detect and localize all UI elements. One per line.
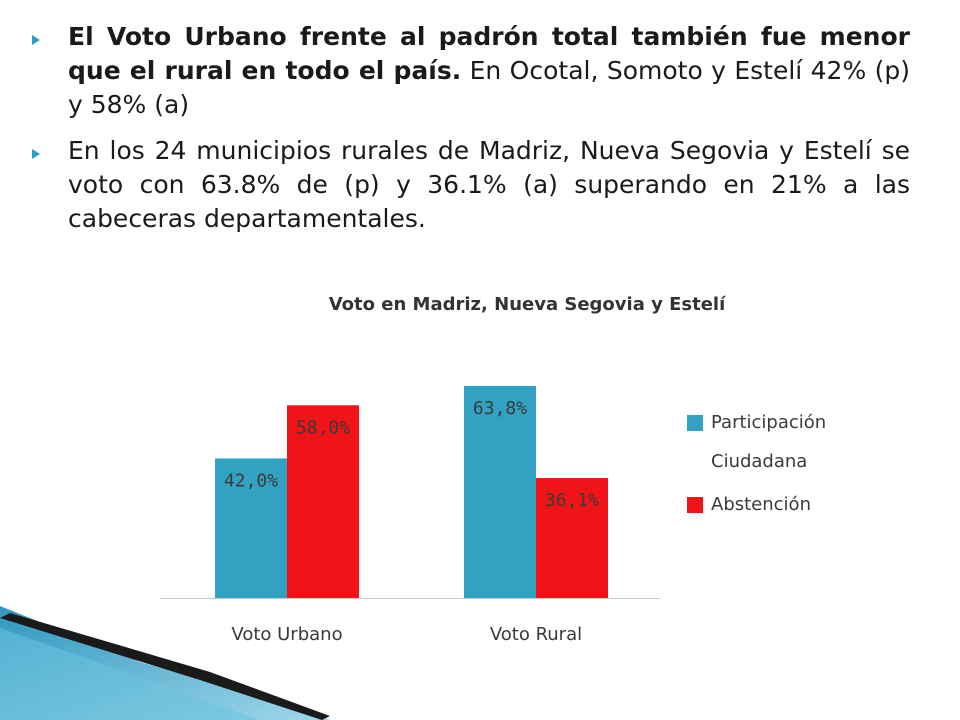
legend-label: Ciudadana [711,451,807,472]
bullet-arrow-icon [32,35,40,45]
data-label: 63,8% [473,398,527,419]
bar [215,458,287,598]
bullet-list: El Voto Urbano frente al padrón total ta… [30,20,910,248]
chart-title: Voto en Madriz, Nueva Segovia y Estelí [329,294,726,315]
legend-swatch [687,497,703,513]
legend-label: Participación [711,412,826,433]
x-tick-label: Voto Rural [490,624,582,645]
bar [464,386,536,598]
bullet-text: En los 24 municipios rurales de Madriz, … [68,136,910,233]
data-label: 36,1% [545,490,599,511]
legend-swatch [687,415,703,431]
bullet-bold-text: El Voto Urbano frente al padrón total ta… [68,22,910,85]
bar [287,405,359,598]
data-label: 42,0% [224,470,278,491]
x-tick-label: Voto Urbano [231,624,342,645]
legend-label: Abstención [711,494,811,515]
bar [536,478,608,598]
bullet-item: En los 24 municipios rurales de Madriz, … [30,134,910,236]
bullet-text: En Ocotal, Somoto y Estelí 42% (p) y 58%… [68,56,910,119]
bullet-item: El Voto Urbano frente al padrón total ta… [30,20,910,122]
data-label: 58,0% [296,417,350,438]
bullet-arrow-icon [32,149,40,159]
